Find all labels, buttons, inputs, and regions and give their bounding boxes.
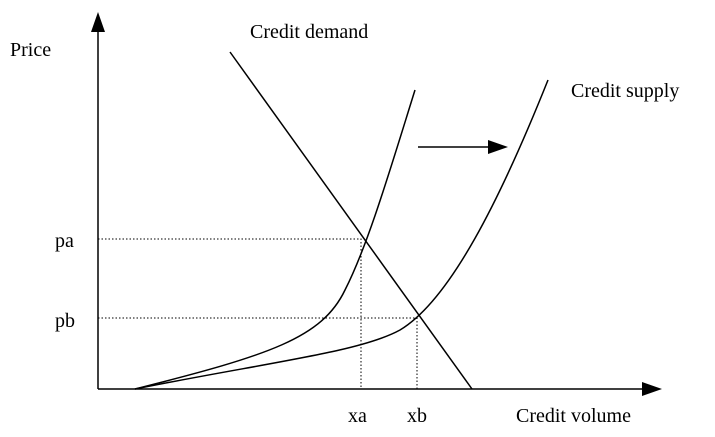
guide-a xyxy=(98,238,362,389)
y-axis-label: Price xyxy=(10,39,51,61)
demand-label: Credit demand xyxy=(250,21,368,43)
volume-a-label: xa xyxy=(348,405,367,427)
x-axis-label: Credit volume xyxy=(516,405,631,427)
price-b-label: pb xyxy=(55,310,75,332)
supply-curve-a xyxy=(134,89,416,390)
x-axis-arrow xyxy=(642,382,662,396)
supply-label: Credit supply xyxy=(571,80,679,102)
supply-curve-b xyxy=(134,79,549,390)
shift-arrow-head xyxy=(488,140,508,154)
guide-b xyxy=(98,317,418,389)
price-a-label: pa xyxy=(55,230,74,252)
volume-b-label: xb xyxy=(407,405,427,427)
y-axis-arrow xyxy=(91,12,105,32)
demand-curve xyxy=(229,51,473,390)
